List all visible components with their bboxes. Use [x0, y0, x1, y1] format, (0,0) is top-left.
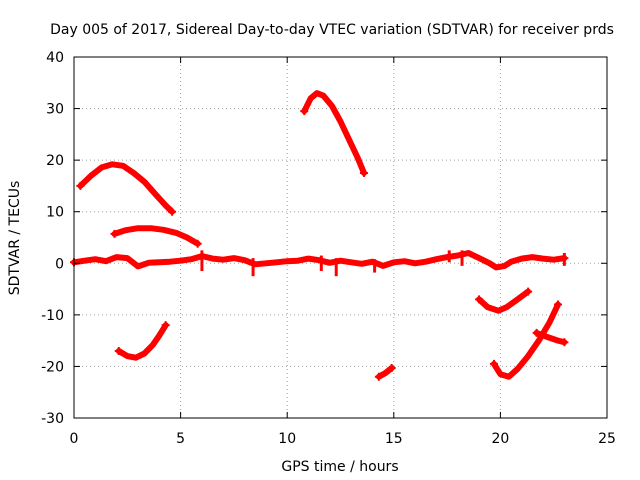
series-marker: [475, 295, 484, 304]
x-axis-label: GPS time / hours: [281, 459, 398, 475]
series-marker: [110, 229, 119, 238]
y-tick-label: 40: [46, 50, 64, 66]
x-tick-label: 5: [176, 431, 185, 447]
y-tick-label: 0: [55, 256, 64, 272]
series-marker: [374, 372, 383, 381]
series-marker: [161, 321, 170, 330]
x-tick-label: 10: [278, 431, 296, 447]
y-tick-label: 30: [46, 102, 64, 118]
data-series: [70, 90, 569, 381]
series-marker: [168, 207, 177, 216]
series-arc-d: [115, 322, 169, 361]
series-arc-a: [77, 161, 176, 215]
series-marker: [387, 363, 396, 372]
series-marker: [300, 107, 309, 116]
x-tick-label: 0: [70, 431, 79, 447]
series-marker: [532, 328, 541, 337]
grid: [74, 57, 607, 418]
axis-ticks: [73, 56, 608, 419]
series-marker: [193, 239, 202, 248]
series-marker: [490, 359, 499, 368]
series-arc-g: [491, 301, 561, 380]
series-marker: [560, 338, 569, 347]
y-tick-label: -30: [41, 411, 64, 427]
series-marker: [76, 181, 85, 190]
x-tick-label: 20: [491, 431, 509, 447]
series-arc-c: [301, 90, 367, 176]
series-zero-band: [71, 250, 568, 271]
series-arc-e: [375, 365, 395, 380]
x-tick-label: 25: [598, 431, 616, 447]
plot-frame: [73, 56, 608, 419]
series-arc-f: [476, 288, 532, 314]
x-tick-label: 15: [385, 431, 403, 447]
y-tick-label: -20: [41, 359, 64, 375]
y-tick-label: 20: [46, 153, 64, 169]
series-arc-b: [111, 225, 201, 247]
chart-title: Day 005 of 2017, Sidereal Day-to-day VTE…: [50, 22, 614, 38]
series-marker: [553, 300, 562, 309]
y-tick-label: 10: [46, 205, 64, 221]
tick-labels: 0 5 10 15 20 25 -30 -20 -10 0 10 20 30 40: [41, 50, 616, 447]
series-marker: [114, 346, 123, 355]
series-marker: [359, 169, 368, 178]
y-axis-label: SDTVAR / TECUs: [7, 181, 23, 296]
y-tick-label: -10: [41, 308, 64, 324]
series-marker: [524, 287, 533, 296]
